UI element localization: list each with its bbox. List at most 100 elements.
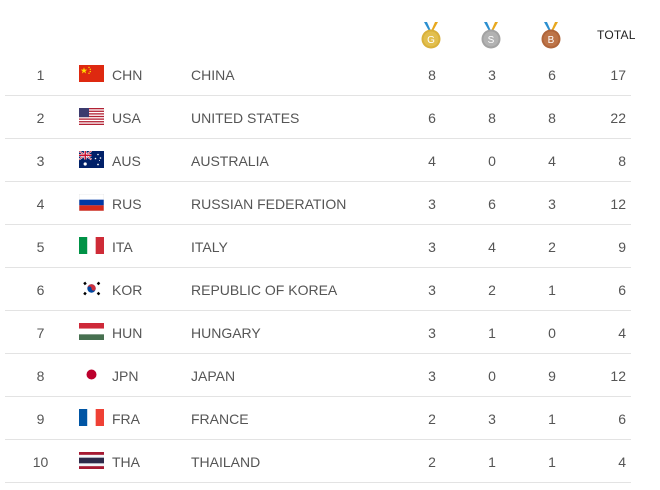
usa-flag-icon bbox=[79, 108, 104, 125]
rank: 1 bbox=[36, 67, 45, 83]
gold-count: 3 bbox=[428, 368, 436, 384]
silver-count: 0 bbox=[488, 153, 496, 169]
australia-flag-icon bbox=[79, 151, 104, 168]
bronze-count: 9 bbox=[548, 368, 556, 384]
country-code: KOR bbox=[112, 282, 143, 298]
silver-count: 2 bbox=[488, 282, 496, 298]
country-code: HUN bbox=[112, 325, 143, 341]
total-count: 6 bbox=[618, 411, 626, 427]
country-code: ITA bbox=[112, 239, 133, 255]
rank: 3 bbox=[36, 153, 45, 169]
country-name[interactable]: CHINA bbox=[191, 67, 235, 83]
country-code: RUS bbox=[112, 196, 142, 212]
country-code: CHN bbox=[112, 67, 143, 83]
gold-count: 3 bbox=[428, 325, 436, 341]
france-flag-icon bbox=[79, 409, 104, 426]
bronze-medal-icon[interactable]: B bbox=[540, 22, 562, 50]
bronze-count: 1 bbox=[548, 411, 556, 427]
table-row[interactable]: 10 THA THAILAND 2 1 1 4 bbox=[0, 440, 660, 483]
table-row[interactable]: 7 HUN HUNGARY 3 1 0 4 bbox=[0, 311, 660, 354]
rank: 8 bbox=[36, 368, 45, 384]
rank: 2 bbox=[36, 110, 45, 126]
row-divider bbox=[5, 439, 631, 440]
medal-table-header: G S B TOTAL bbox=[0, 0, 660, 56]
total-count: 4 bbox=[618, 454, 626, 470]
total-count: 17 bbox=[610, 67, 626, 83]
bronze-count: 8 bbox=[548, 110, 556, 126]
silver-count: 8 bbox=[488, 110, 496, 126]
row-divider bbox=[5, 95, 631, 96]
table-row[interactable]: 1 CHN CHINA 8 3 6 17 bbox=[0, 53, 660, 96]
silver-count: 3 bbox=[488, 411, 496, 427]
country-name[interactable]: THAILAND bbox=[191, 454, 261, 470]
country-code: THA bbox=[112, 454, 140, 470]
thailand-flag-icon bbox=[79, 452, 104, 469]
country-code: AUS bbox=[112, 153, 141, 169]
japan-flag-icon bbox=[79, 366, 104, 383]
total-count: 12 bbox=[610, 196, 626, 212]
total-count: 9 bbox=[618, 239, 626, 255]
bronze-count: 6 bbox=[548, 67, 556, 83]
total-count: 22 bbox=[610, 110, 626, 126]
rank: 6 bbox=[36, 282, 45, 298]
total-count: 8 bbox=[618, 153, 626, 169]
rank: 5 bbox=[36, 239, 45, 255]
country-code: FRA bbox=[112, 411, 140, 427]
country-name[interactable]: REPUBLIC OF KOREA bbox=[191, 282, 338, 298]
rank: 10 bbox=[32, 454, 49, 470]
rank: 4 bbox=[36, 196, 45, 212]
bronze-count: 3 bbox=[548, 196, 556, 212]
silver-medal-icon[interactable]: S bbox=[480, 22, 502, 50]
gold-letter: G bbox=[427, 35, 435, 46]
row-divider bbox=[5, 482, 631, 483]
silver-count: 4 bbox=[488, 239, 496, 255]
table-row[interactable]: 4 RUS RUSSIAN FEDERATION 3 6 3 12 bbox=[0, 182, 660, 225]
gold-count: 6 bbox=[428, 110, 436, 126]
table-row[interactable]: 8 JPN JAPAN 3 0 9 12 bbox=[0, 354, 660, 397]
table-row[interactable]: 9 FRA FRANCE 2 3 1 6 bbox=[0, 397, 660, 440]
china-flag-icon bbox=[79, 65, 104, 82]
gold-count: 2 bbox=[428, 411, 436, 427]
bronze-count: 2 bbox=[548, 239, 556, 255]
rank: 9 bbox=[36, 411, 45, 427]
table-row[interactable]: 3 AUS AUSTRALIA 4 0 4 8 bbox=[0, 139, 660, 182]
silver-count: 3 bbox=[488, 67, 496, 83]
bronze-count: 1 bbox=[548, 282, 556, 298]
country-name[interactable]: AUSTRALIA bbox=[191, 153, 269, 169]
table-row[interactable]: 2 USA UNITED STATES 6 8 8 22 bbox=[0, 96, 660, 139]
country-name[interactable]: UNITED STATES bbox=[191, 110, 300, 126]
row-divider bbox=[5, 224, 631, 225]
rank: 7 bbox=[36, 325, 45, 341]
country-name[interactable]: HUNGARY bbox=[191, 325, 261, 341]
gold-medal-icon[interactable]: G bbox=[420, 22, 442, 50]
hungary-flag-icon bbox=[79, 323, 104, 340]
total-column-header[interactable]: TOTAL bbox=[597, 28, 636, 42]
country-name[interactable]: ITALY bbox=[191, 239, 228, 255]
row-divider bbox=[5, 396, 631, 397]
korea-flag-icon bbox=[79, 280, 104, 297]
table-row[interactable]: 5 ITA ITALY 3 4 2 9 bbox=[0, 225, 660, 268]
row-divider bbox=[5, 310, 631, 311]
silver-count: 6 bbox=[488, 196, 496, 212]
gold-count: 3 bbox=[428, 282, 436, 298]
bronze-count: 4 bbox=[548, 153, 556, 169]
country-code: USA bbox=[112, 110, 141, 126]
country-name[interactable]: RUSSIAN FEDERATION bbox=[191, 196, 347, 212]
row-divider bbox=[5, 353, 631, 354]
silver-letter: S bbox=[488, 35, 495, 46]
table-row[interactable]: 6 KOR REPUBLIC OF KOREA 3 2 1 6 bbox=[0, 268, 660, 311]
russia-flag-icon bbox=[79, 194, 104, 211]
row-divider bbox=[5, 181, 631, 182]
total-count: 4 bbox=[618, 325, 626, 341]
bronze-count: 0 bbox=[548, 325, 556, 341]
gold-count: 4 bbox=[428, 153, 436, 169]
total-count: 6 bbox=[618, 282, 626, 298]
country-name[interactable]: JAPAN bbox=[191, 368, 236, 384]
bronze-letter: B bbox=[548, 35, 555, 46]
silver-count: 1 bbox=[488, 325, 496, 341]
italy-flag-icon bbox=[79, 237, 104, 254]
silver-count: 0 bbox=[488, 368, 496, 384]
row-divider bbox=[5, 138, 631, 139]
row-divider bbox=[5, 267, 631, 268]
country-name[interactable]: FRANCE bbox=[191, 411, 249, 427]
